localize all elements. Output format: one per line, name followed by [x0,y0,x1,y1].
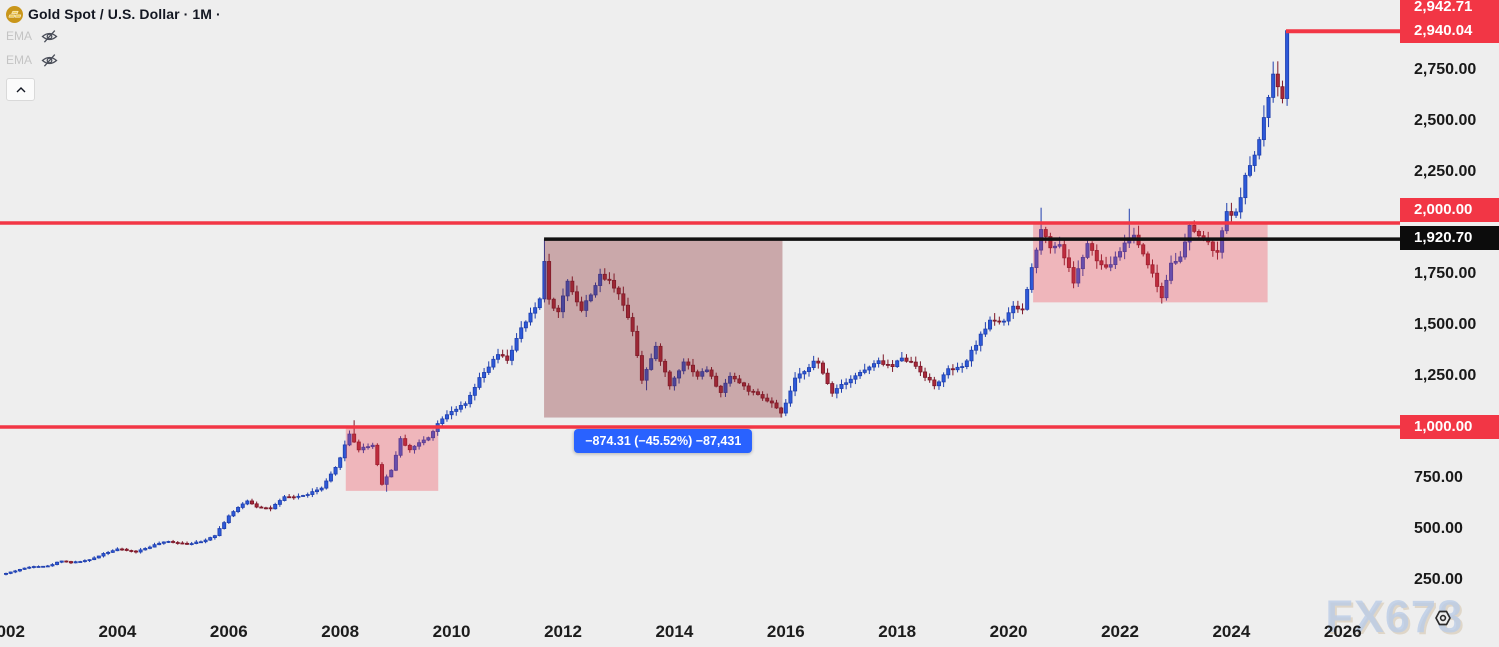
price-badge-red: 2,942.71 [1400,0,1499,19]
ema-label[interactable]: EMA [6,29,33,43]
time-tick-label: 2008 [321,622,360,641]
measure-box-2011-2015[interactable] [544,239,783,418]
price-badge-red: 1,000.00 [1400,415,1499,439]
price-tick-label: 2,500.00 [1414,112,1477,129]
price-tick-label: 2,750.00 [1414,61,1477,78]
time-tick-label: 2018 [878,622,917,641]
price-tick-label: 1,500.00 [1414,316,1477,333]
indicator-row-ema-2: EMA [6,48,221,72]
chevron-up-icon [16,86,25,92]
candlestick-chart[interactable] [0,0,1400,615]
price-tick-label: 1,750.00 [1414,265,1477,282]
zone-box-2008[interactable] [345,427,439,491]
price-badge-red: 2,940.04 [1400,19,1499,43]
time-tick-label: 2024 [1212,622,1251,641]
time-tick-label: 2016 [766,622,805,641]
price-badge-red: 2,000.00 [1400,198,1499,222]
indicator-row-ema-1: EMA [6,24,221,48]
settings-gear-icon[interactable] [1432,607,1454,629]
collapse-legend-button[interactable] [6,78,35,101]
candlestick-series [4,30,1290,576]
time-tick-label: 2006 [209,622,248,641]
time-tick-label: 2022 [1101,622,1139,641]
time-tick-label: 2004 [98,622,137,641]
price-axis[interactable]: 2,750.00 2,500.00 2,250.00 1,750.00 1,500.00… [1400,0,1499,615]
price-tick-label: 750.00 [1414,469,1463,486]
eye-hidden-icon[interactable] [41,53,58,68]
eye-hidden-icon[interactable] [41,29,58,44]
time-tick-label: 2026 [1323,622,1362,641]
time-axis[interactable]: 2002 2004 2006 2008 2010 2012 2014 2016 2018 2020… [0,615,1400,647]
time-tick-label: 2020 [989,622,1028,641]
zone-box-2020-2024[interactable] [1033,223,1268,303]
horizontal-lines[interactable] [0,29,1400,429]
drawing-zones[interactable] [345,223,1268,491]
price-tick-label: 500.00 [1414,520,1463,537]
price-tick-label: 1,250.00 [1414,367,1477,384]
symbol-row[interactable]: Gold Spot / U.S. Dollar · 1M · [6,4,221,24]
time-tick-label: 2012 [544,622,582,641]
legend-panel: Gold Spot / U.S. Dollar · 1M · EMA EMA [6,4,221,101]
symbol-title[interactable]: Gold Spot / U.S. Dollar · 1M · [28,6,221,22]
price-tick-label: 2,250.00 [1414,163,1477,180]
ema-label[interactable]: EMA [6,53,33,67]
price-badge-black: 1,920.70 [1400,226,1499,250]
measure-tooltip: −874.31 (−45.52%) −87,431 [574,428,753,453]
time-tick-label: 2010 [432,622,471,641]
price-tick-label: 250.00 [1414,571,1463,588]
time-tick-label: 2014 [655,622,694,641]
gold-icon [6,5,23,23]
time-tick-label: 2002 [0,622,25,641]
